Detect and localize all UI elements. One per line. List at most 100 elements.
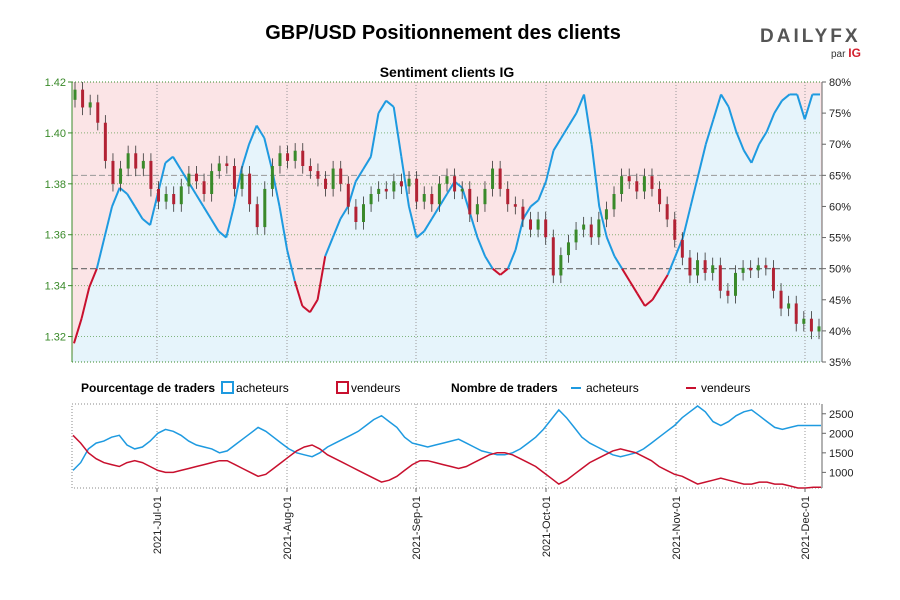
candle-body (726, 290, 730, 296)
candle-body (81, 89, 85, 108)
count-axis: 1000 1500 2000 2500 (821, 404, 853, 488)
pct-segment (103, 206, 114, 238)
candle (437, 176, 441, 212)
pct-segment (720, 93, 730, 108)
pct-segment (499, 267, 509, 276)
pct-tick-label: 35% (829, 357, 851, 369)
pct-segment (255, 125, 266, 139)
pct-segment (773, 100, 783, 114)
candle-body (536, 219, 540, 230)
candle (696, 252, 700, 284)
pct-segment (468, 212, 479, 238)
candle-body (384, 188, 388, 192)
candle (787, 295, 791, 317)
candle (210, 163, 214, 202)
candle (483, 181, 487, 212)
candle (551, 229, 555, 284)
candle (73, 82, 77, 108)
pct-segment (781, 93, 791, 102)
candle (802, 311, 806, 332)
candle-body (407, 178, 411, 187)
pct-segment (438, 193, 448, 207)
candle-body (718, 265, 722, 291)
candle-body (88, 102, 92, 108)
candle (809, 311, 813, 340)
pct-segment (765, 112, 776, 133)
candle-body (612, 194, 616, 210)
candle-body (354, 206, 358, 222)
pct-tick-label: 60% (829, 201, 851, 213)
pct-segment (613, 255, 623, 270)
pct-segment (537, 181, 547, 201)
pct-segment (377, 100, 387, 114)
pct-segment (301, 305, 311, 313)
pct-segment (712, 94, 722, 120)
candle-body (331, 168, 335, 189)
candle (270, 158, 274, 197)
candle (817, 318, 821, 340)
candle-body (286, 153, 290, 161)
pct-segment (225, 206, 235, 238)
candle (240, 166, 244, 197)
candle-body (232, 166, 236, 189)
candle (726, 283, 730, 304)
pct-segment (552, 137, 563, 151)
pct-tick-label: 50% (829, 264, 851, 276)
pct-segment (682, 206, 692, 238)
pct-segment (400, 156, 410, 207)
candle-body (377, 188, 381, 194)
candle-body (202, 181, 206, 194)
candle-body (225, 163, 229, 166)
pct-segment (659, 274, 669, 288)
pct-segment (172, 156, 182, 170)
candle (369, 186, 373, 212)
candle-body (703, 260, 707, 273)
pct-segment (796, 94, 806, 120)
candle-body (339, 168, 343, 184)
candle-body (521, 206, 525, 220)
candle-body (809, 318, 813, 332)
candle-body (141, 160, 145, 169)
candle-body (711, 265, 715, 273)
candle-body (149, 160, 153, 189)
pct-segment (240, 143, 251, 170)
pct-segment (263, 137, 273, 170)
candle-body (293, 150, 297, 161)
pct-tick-label: 55% (829, 233, 851, 245)
candle (301, 143, 305, 174)
candle-body (194, 173, 198, 182)
candle (202, 173, 206, 202)
date-tick-label: 2021-Jul-01 (152, 496, 164, 554)
candle-body (415, 178, 419, 202)
candle (339, 160, 343, 192)
candle (794, 295, 798, 332)
candle (673, 211, 677, 248)
candle (248, 166, 252, 212)
candle (346, 176, 350, 215)
candle-body (172, 194, 176, 205)
candle (324, 171, 328, 197)
candle (627, 168, 631, 189)
pct-segment (514, 218, 525, 251)
pct-tick-label: 80% (829, 77, 851, 89)
candle (453, 168, 457, 200)
candle (232, 158, 236, 197)
candle-body (817, 326, 821, 332)
candle (141, 153, 145, 177)
pct-segment (156, 162, 167, 195)
candle (703, 252, 707, 281)
candle (589, 216, 593, 245)
pct-segment (530, 199, 539, 208)
pct-segment (80, 287, 91, 319)
pct-segment (803, 94, 814, 120)
candle (164, 186, 168, 210)
candle-body (126, 153, 130, 169)
candle-body (240, 173, 244, 189)
candle-body (756, 265, 760, 271)
count-buyers-line (72, 405, 821, 471)
legend-count-sellers-swatch (686, 387, 696, 389)
candle (749, 260, 753, 278)
pct-segment (484, 255, 494, 270)
legend-pct-sellers-swatch (336, 381, 349, 394)
